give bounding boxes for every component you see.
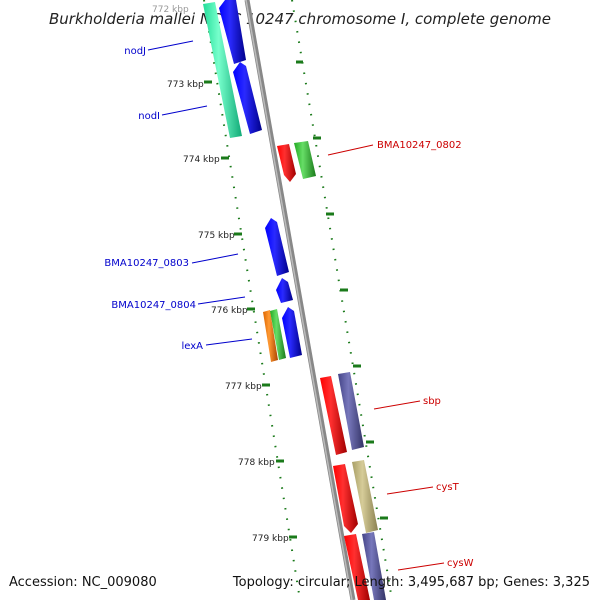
leader-line-0803 (191, 253, 239, 264)
gene-label-cysW[interactable]: cysW (447, 558, 474, 569)
gene-blue-0804[interactable] (276, 278, 293, 303)
accession-text: Accession: NC_009080 (9, 575, 157, 590)
gene-purple-sbp[interactable] (338, 372, 364, 450)
leader-line-0804 (197, 296, 246, 305)
gene-label-0802[interactable]: BMA10247_0802 (377, 140, 462, 151)
gene-red-cysW[interactable] (344, 534, 370, 600)
leader-line-sbp (373, 400, 421, 410)
kbp-label: 773 kbp (167, 80, 204, 90)
gene-label-sbp[interactable]: sbp (423, 396, 441, 407)
gene-teal-nodJ[interactable] (203, 2, 242, 138)
genome-title: Burkholderia mallei NCTC 10247 chromosom… (49, 10, 551, 28)
leader-line-0802 (327, 144, 374, 156)
gene-label-cysT[interactable]: cysT (436, 482, 460, 493)
leader-line-nodI (161, 105, 208, 116)
gene-purple-cysW[interactable] (362, 532, 386, 600)
gene-khaki-cysT[interactable] (352, 460, 378, 533)
gene-label-nodI[interactable]: nodI (138, 111, 160, 122)
gene-blue-top[interactable] (219, 0, 246, 64)
topology-text: Topology: circular; Length: 3,495,687 bp… (232, 575, 590, 590)
leader-line-lexA (205, 338, 253, 346)
gene-red-cysT[interactable] (333, 464, 358, 533)
gene-blue-0803[interactable] (265, 218, 289, 276)
gene-red-0802[interactable] (277, 144, 296, 182)
leader-line-nodJ (147, 40, 194, 51)
kbp-label: 772 kbp (152, 5, 189, 15)
kbp-label: 774 kbp (183, 155, 220, 165)
kbp-label: 776 kbp (211, 306, 248, 316)
gene-label-0804[interactable]: BMA10247_0804 (111, 300, 196, 311)
chromosome-backbone-highlight (245, 0, 353, 600)
kbp-label: 779 kbp (252, 534, 289, 544)
gene-blue-lexA[interactable] (282, 307, 302, 358)
gene-label-nodJ[interactable]: nodJ (124, 46, 146, 57)
gene-label-lexA[interactable]: lexA (181, 341, 203, 352)
leader-line-cysW (397, 562, 445, 571)
kbp-label: 775 kbp (198, 231, 235, 241)
gene-orange-lexA-neighbor[interactable] (263, 310, 278, 362)
leader-line-cysT (386, 486, 434, 495)
gene-green-0802[interactable] (294, 141, 316, 179)
gene-red-sbp[interactable] (320, 376, 347, 455)
gene-blue-nodI[interactable] (233, 62, 262, 134)
kbp-label: 777 kbp (225, 382, 262, 392)
chromosome-backbone (244, 0, 356, 600)
kbp-label: 778 kbp (238, 458, 275, 468)
gene-label-0803[interactable]: BMA10247_0803 (104, 258, 189, 269)
gene-green-lexA-neighbor[interactable] (270, 309, 286, 360)
